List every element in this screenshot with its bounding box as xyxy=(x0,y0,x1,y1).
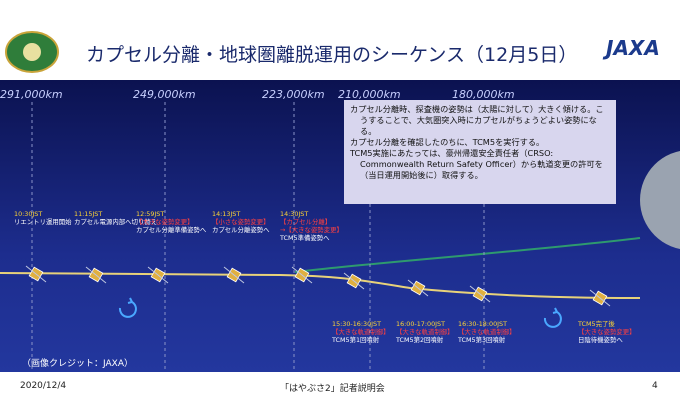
logo: JAXA xyxy=(606,36,660,60)
solar-panel xyxy=(343,272,365,290)
distance-label: 223,000km xyxy=(262,88,325,101)
solar-panel xyxy=(291,266,313,284)
event-note: →【大きな姿勢変更】 xyxy=(280,226,343,234)
event-note: 【大きな軌道制御】 xyxy=(332,328,390,336)
solar-panel xyxy=(223,266,245,284)
image-credit: （画像クレジット：JAXA） xyxy=(22,359,133,369)
info-box: カプセル分離時、探査機の姿勢は（太陽に対して）大きく傾ける。こうすることで、大気… xyxy=(344,100,616,204)
earth xyxy=(640,151,680,249)
event: TCM5完了後 【大きな姿勢変更】 日陰待機姿勢へ xyxy=(578,320,636,344)
bullet: カプセル分離を確認したのちに、TCM5を実行する。 xyxy=(350,137,545,147)
event-note: 【小さな姿勢変更】 xyxy=(212,218,270,226)
event-time: 11:15JST xyxy=(74,210,103,218)
distance-label: 180,000km xyxy=(452,88,515,101)
event: 14:13JST 【小さな姿勢変更】 カプセル分離姿勢へ xyxy=(212,210,270,234)
event-time: 16:30-18:00JST xyxy=(458,320,507,328)
mission-emblem xyxy=(5,31,59,73)
event: 12:59JST 【大きな姿勢変更】 カプセル分離準備姿勢へ xyxy=(136,210,206,234)
event: 16:30-18:00JST 【大きな軌道制御】 TCM5第3回噴射 xyxy=(458,320,516,344)
solar-panel xyxy=(25,265,47,283)
distance-label: 210,000km xyxy=(338,88,401,101)
event-time: 10:30JST xyxy=(14,210,43,218)
event-note: 【カプセル分離】 xyxy=(280,218,332,226)
event-note: 【大きな姿勢変更】 xyxy=(578,328,636,336)
event-label: 日陰待機姿勢へ xyxy=(578,336,623,344)
event-label: カプセル電源内部へ切り替え xyxy=(74,218,158,226)
event-label: TCM5第2回噴射 xyxy=(396,336,444,344)
event-label: カプセル分離準備姿勢へ xyxy=(136,226,207,234)
event-time: 14:30JST xyxy=(280,210,309,218)
solar-panel xyxy=(147,266,169,284)
event-label: TCM5第1回噴射 xyxy=(332,336,380,344)
trajectory-diagram xyxy=(0,102,680,372)
orbit-line xyxy=(294,237,641,273)
event-time: 15:30-16:30JST xyxy=(332,320,381,328)
event-label: カプセル分離姿勢へ xyxy=(212,226,270,234)
solar-panel xyxy=(85,266,107,284)
distance-label: 249,000km xyxy=(133,88,196,101)
event-note: 【大きな姿勢変更】 xyxy=(136,218,194,226)
distance-label: 291,000km xyxy=(0,88,63,101)
event-label: リエントリ運用開始 xyxy=(14,218,72,226)
slide-title: カプセル分離・地球圏離脱運用のシーケンス（12月5日） xyxy=(86,44,578,66)
event-note: 【大きな軌道制御】 xyxy=(396,328,454,336)
event: 10:30JST リエントリ運用開始 xyxy=(14,210,72,226)
solar-panel xyxy=(589,289,611,307)
bullet: カプセル分離時、探査機の姿勢は（太陽に対して）大きく傾ける。こうすることで、大気… xyxy=(350,104,604,136)
event: 15:30-16:30JST 【大きな軌道制御】 TCM5第1回噴射 xyxy=(332,320,390,344)
event-time: 12:59JST xyxy=(136,210,165,218)
event-time: 14:13JST xyxy=(212,210,241,218)
event-time: 16:00-17:00JST xyxy=(396,320,445,328)
rotation-icon xyxy=(118,297,137,318)
page-number: 4 xyxy=(652,381,658,391)
event-time: TCM5完了後 xyxy=(578,320,615,328)
event: 16:00-17:00JST 【大きな軌道制御】 TCM5第2回噴射 xyxy=(396,320,454,344)
event-label: TCM5準備姿勢へ xyxy=(280,234,330,242)
event: 14:30JST 【カプセル分離】 →【大きな姿勢変更】 TCM5準備姿勢へ xyxy=(280,210,343,242)
bullet: TCM5実施にあたっては、豪州帰還安全責任者（CRSO: Commonwealt… xyxy=(350,148,603,180)
solar-panel xyxy=(407,279,429,297)
footer-event: 「はやぶさ2」記者説明会 xyxy=(280,384,385,394)
event: 11:15JST カプセル電源内部へ切り替え xyxy=(74,210,157,226)
event-note: 【大きな軌道制御】 xyxy=(458,328,516,336)
footer-date: 2020/12/4 xyxy=(20,381,67,391)
rotation-icon xyxy=(543,307,562,328)
solar-panel xyxy=(469,285,491,303)
event-label: TCM5第3回噴射 xyxy=(458,336,506,344)
